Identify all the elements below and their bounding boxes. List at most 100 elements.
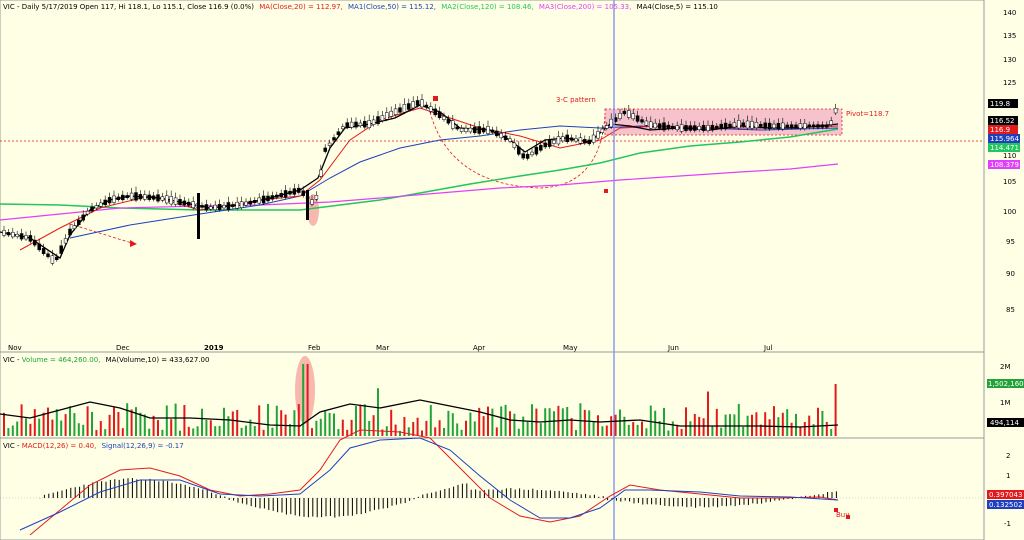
macd-hist-bar <box>255 498 257 508</box>
volume-bar <box>416 417 419 436</box>
volume-bar <box>196 426 199 436</box>
candle-body <box>618 113 622 119</box>
macd-panel[interactable] <box>0 437 985 540</box>
volume-bar <box>482 416 485 436</box>
candle-body <box>279 193 283 197</box>
macd-header-macd: MACD(12,26) = 0.40, <box>22 442 97 450</box>
macd-hist-bar <box>101 481 103 498</box>
macd-hist-bar <box>193 486 195 498</box>
macd-hist-bar <box>607 498 609 501</box>
volume-bar <box>759 424 762 436</box>
candle-body <box>781 122 785 130</box>
macd-hist-bar <box>171 482 173 498</box>
volume-bar <box>641 421 643 436</box>
volume-bar <box>447 410 450 436</box>
candle-body <box>490 129 495 133</box>
volume-bar <box>671 421 674 436</box>
volume-bar <box>390 409 393 436</box>
macd-hist-bar <box>118 479 120 498</box>
macd-hist-bar <box>294 498 296 516</box>
volume-bar <box>29 423 32 436</box>
candle-body <box>178 199 182 205</box>
macd-hist-bar <box>598 496 600 498</box>
volume-bar <box>658 421 661 436</box>
volume-bar <box>236 409 239 436</box>
price-tick: 125 <box>1003 79 1016 87</box>
price-panel[interactable] <box>0 0 985 353</box>
volume-bar <box>117 412 120 436</box>
price-tick: 85 <box>1006 306 1015 314</box>
macd-hist-bar <box>175 483 177 498</box>
volume-bar <box>47 407 49 436</box>
candle-body <box>767 122 772 130</box>
candle-body <box>772 123 776 129</box>
candle-body <box>605 125 609 129</box>
candle-body <box>33 239 37 246</box>
candle-body <box>345 122 349 128</box>
candle-body <box>437 111 442 119</box>
candle-body <box>288 190 292 195</box>
macd-hist-bar <box>620 498 622 502</box>
macd-hist-bar <box>567 492 569 498</box>
volume-bar <box>73 413 76 436</box>
candle-body <box>41 248 46 254</box>
volume-bar <box>799 426 802 436</box>
volume-bar <box>487 406 489 436</box>
volume-bar <box>324 410 327 436</box>
candle-body <box>789 124 794 128</box>
candle-body <box>411 101 415 109</box>
macd-hist-bar <box>43 494 45 498</box>
macd-hist-bar <box>356 498 358 515</box>
macd-hist-bar <box>202 489 204 498</box>
candle-body <box>684 125 688 131</box>
macd-hist-bar <box>536 490 538 498</box>
candle-body <box>11 231 15 238</box>
volume-bar <box>755 412 758 436</box>
candle-body <box>270 195 275 200</box>
macd-hist-bar <box>378 498 380 510</box>
macd-hist-bar <box>624 498 626 501</box>
candle-body <box>561 136 565 142</box>
volume-bar <box>350 419 353 436</box>
candle-body <box>380 115 385 121</box>
candle-body <box>794 124 798 128</box>
volume-bar <box>451 413 454 436</box>
candle-body <box>72 225 77 229</box>
candle-body <box>455 126 459 130</box>
macd-hist-bar <box>734 498 736 507</box>
volume-bar <box>271 427 274 436</box>
candle-body <box>627 110 631 118</box>
macd-hist-bar <box>668 498 670 507</box>
badge-volume-ma-label: 494,114 <box>990 419 1019 427</box>
volume-bar <box>610 416 613 436</box>
candle-body <box>407 103 411 110</box>
macd-line <box>29 429 839 536</box>
candle-body <box>596 131 600 139</box>
volume-bar <box>86 406 89 436</box>
price-header-ma50: MA1(Close,50) = 115.12, <box>348 3 436 11</box>
candle-body <box>715 125 719 129</box>
macd-hist-bar <box>52 492 54 498</box>
candle-body <box>46 253 50 258</box>
macd-hist-bar <box>813 495 815 498</box>
candle-body <box>261 195 266 204</box>
candle-body <box>134 192 138 201</box>
price-tick: 95 <box>1006 238 1015 246</box>
candle-body <box>464 128 468 132</box>
candle-body <box>253 200 257 204</box>
candle-body <box>543 142 547 148</box>
macd-hist-bar <box>695 498 697 508</box>
volume-bar <box>69 406 71 436</box>
macd-hist-bar <box>633 498 635 504</box>
volume-bar <box>570 418 573 436</box>
candle-body <box>481 127 486 133</box>
candle-body <box>776 122 781 130</box>
macd-hist-bar <box>642 498 644 505</box>
candle-body <box>187 201 191 206</box>
macd-hist-bar <box>391 498 393 506</box>
macd-hist-bar <box>541 490 543 498</box>
candle-body <box>785 124 789 128</box>
volume-bar <box>685 407 687 436</box>
